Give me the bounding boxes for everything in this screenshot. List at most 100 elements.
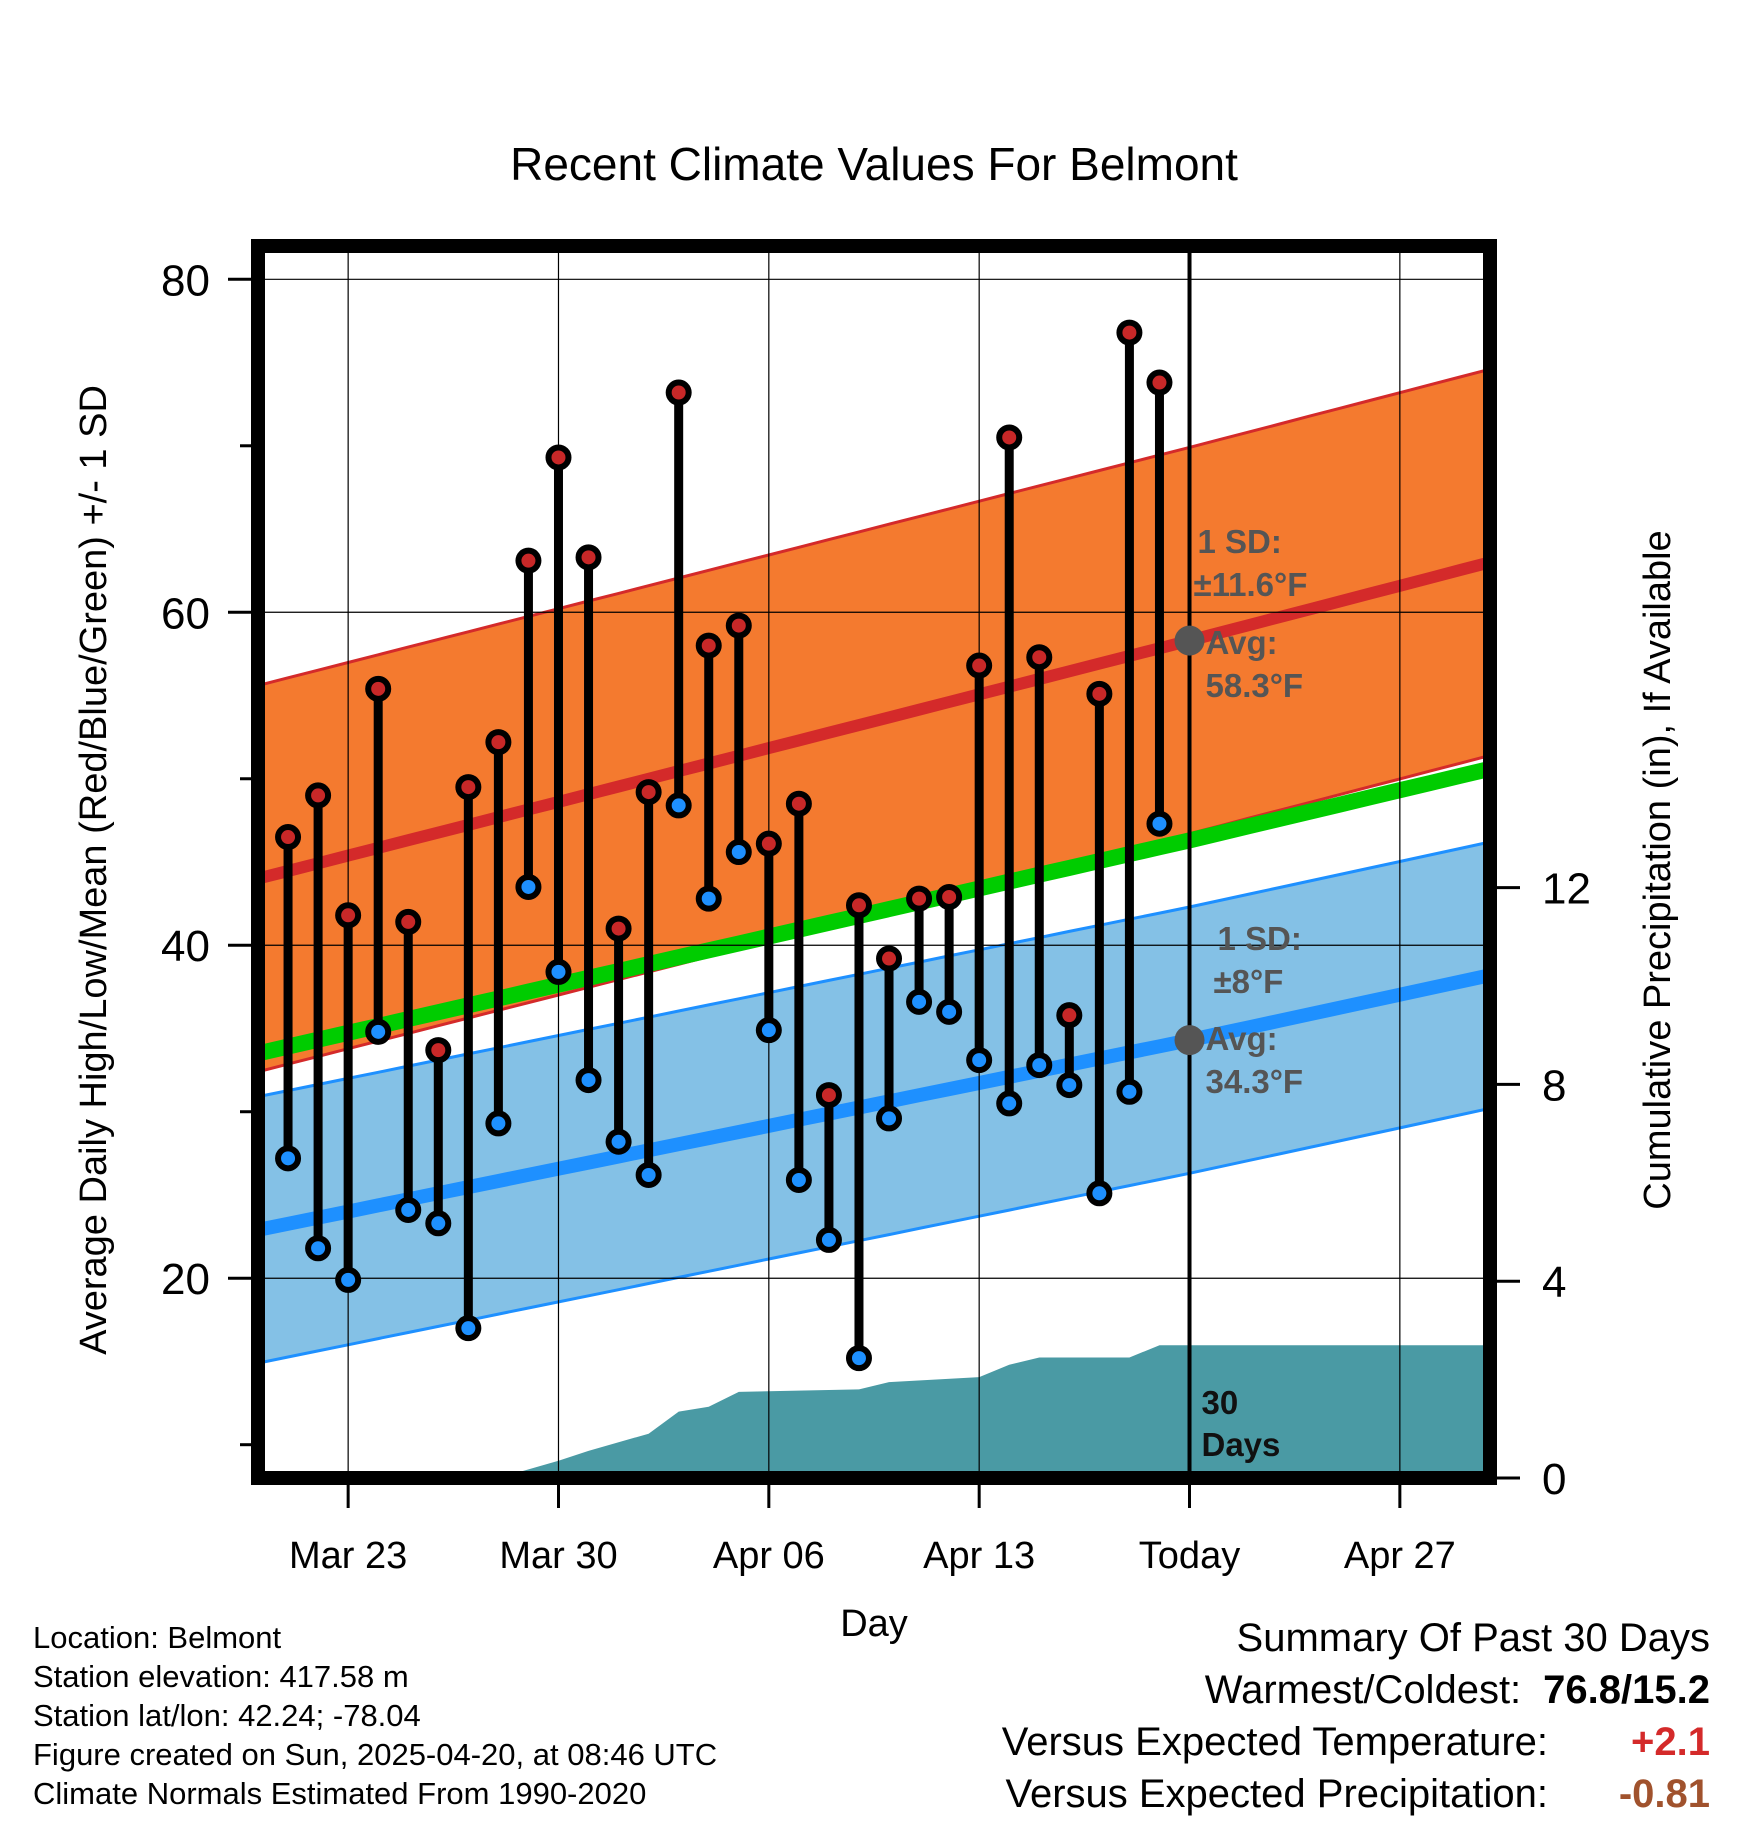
station-info: Location: Belmont Station elevation: 417… — [33, 1618, 717, 1813]
daily-high-point — [335, 902, 362, 929]
daily-high-point — [515, 547, 542, 574]
daily-low-point — [455, 1315, 482, 1342]
y2-axis-label: Cumulative Precipitation (in), If Availa… — [1637, 530, 1679, 1209]
daily-high-point — [785, 790, 812, 817]
x-tick-label: Apr 06 — [713, 1535, 825, 1577]
daily-high-point — [545, 444, 572, 471]
y-tick-label: 60 — [161, 589, 210, 638]
daily-low-point — [605, 1128, 632, 1155]
summary-warm-cold-row: Warmest/Coldest: 76.8/15.2 — [1002, 1664, 1710, 1716]
summary-title: Summary Of Past 30 Days — [1236, 1616, 1710, 1660]
temp-label: Versus Expected Temperature: — [1001, 1720, 1548, 1764]
daily-high-point — [1026, 644, 1053, 671]
daily-low-point — [365, 1018, 392, 1045]
normal-high-line — [258, 556, 1490, 885]
plot-area: 1 SD: ±11.6°F Avg: 58.3°F 1 SD: ±8°F Avg: 34.3°… — [161, 239, 1591, 1577]
daily-low-point — [906, 988, 933, 1015]
days-label-text: Days — [1202, 1426, 1281, 1463]
daily-low-point — [996, 1090, 1023, 1117]
precip-area — [258, 1345, 1490, 1478]
daily-high-point — [665, 379, 692, 406]
y-tick-label: 80 — [161, 256, 210, 305]
daily-low-point — [665, 792, 692, 819]
daily-low-point — [635, 1161, 662, 1188]
high-avg-value: 58.3°F — [1206, 667, 1304, 704]
created-text: Figure created on Sun, 2025-04-20, at 08… — [33, 1737, 718, 1772]
daily-high-point — [1116, 319, 1143, 346]
today-low-avg-point — [1174, 1025, 1205, 1056]
plot-content: 1 SD: ±11.6°F Avg: 58.3°F 1 SD: ±8°F Avg: 34.3°… — [258, 246, 1490, 1478]
warm-cold-value: 76.8/15.2 — [1543, 1668, 1710, 1712]
summary-temp-row: Versus Expected Temperature: +2.1 — [1002, 1716, 1710, 1768]
today-high-avg-point — [1174, 625, 1205, 656]
y-tick-label: 20 — [161, 1255, 210, 1304]
daily-low-point — [966, 1047, 993, 1074]
low-sd-label: 1 SD: — [1218, 920, 1302, 957]
daily-low-point — [725, 839, 752, 866]
x-tick-label: Mar 23 — [289, 1535, 407, 1577]
latlon-text: Station lat/lon: 42.24; -78.04 — [33, 1698, 421, 1733]
daily-low-point — [695, 885, 722, 912]
daily-low-point — [876, 1105, 903, 1132]
daily-high-point — [635, 779, 662, 806]
precip-label: Versus Expected Precipitation: — [1005, 1772, 1548, 1816]
high-sd-label: 1 SD: — [1198, 523, 1282, 560]
daily-high-point — [876, 945, 903, 972]
daily-high-point — [1056, 1002, 1083, 1029]
x-tick-label: Apr 13 — [923, 1535, 1035, 1577]
daily-low-point — [1026, 1052, 1053, 1079]
x-tick-label: Mar 30 — [499, 1535, 617, 1577]
x-axis-label: Day — [840, 1603, 908, 1645]
y2-tick-label: 0 — [1542, 1455, 1566, 1504]
daily-low-point — [785, 1166, 812, 1193]
elevation-text: Station elevation: 417.58 m — [33, 1659, 409, 1694]
plot-frame — [251, 239, 1497, 1485]
daily-low-point — [815, 1226, 842, 1253]
summary-panel: Summary Of Past 30 Days Warmest/Coldest:… — [1002, 1612, 1710, 1820]
daily-low-point — [335, 1266, 362, 1293]
high-sd-band-upper-edge — [258, 367, 1490, 687]
days-label-number: 30 — [1202, 1384, 1239, 1421]
chart-title: Recent Climate Values For Belmont — [510, 138, 1238, 190]
daily-high-point — [966, 652, 993, 679]
daily-high-point — [755, 830, 782, 857]
daily-low-point — [425, 1210, 452, 1237]
daily-high-point — [455, 774, 482, 801]
daily-low-point — [305, 1235, 332, 1262]
daily-high-point — [906, 885, 933, 912]
daily-high-point — [605, 915, 632, 942]
y-axis-label: Average Daily High/Low/Mean (Red/Blue/Gr… — [73, 385, 115, 1355]
daily-low-point — [485, 1110, 512, 1137]
daily-high-point — [575, 544, 602, 571]
normal-low-line — [258, 968, 1490, 1237]
daily-high-point — [725, 612, 752, 639]
daily-high-point — [305, 782, 332, 809]
temp-value: +2.1 — [1631, 1720, 1710, 1764]
y2-tick-label: 4 — [1542, 1258, 1566, 1307]
y-tick-label: 40 — [161, 922, 210, 971]
daily-low-point — [575, 1067, 602, 1094]
daily-low-point — [936, 998, 963, 1025]
warm-cold-label: Warmest/Coldest: — [1204, 1668, 1522, 1712]
daily-low-point — [515, 873, 542, 900]
normals-text: Climate Normals Estimated From 1990-2020 — [33, 1776, 647, 1811]
y2-tick-label: 12 — [1542, 865, 1591, 914]
y2-tick-label: 8 — [1542, 1061, 1566, 1110]
daily-high-point — [996, 424, 1023, 451]
daily-low-point — [845, 1345, 872, 1372]
precip-value: -0.81 — [1618, 1772, 1710, 1816]
x-tick-label: Today — [1139, 1535, 1240, 1577]
high-avg-label: Avg: — [1206, 624, 1278, 661]
daily-high-point — [695, 632, 722, 659]
location-text: Location: Belmont — [33, 1620, 282, 1655]
daily-low-point — [1086, 1180, 1113, 1207]
daily-high-point — [815, 1082, 842, 1109]
daily-high-point — [1146, 369, 1173, 396]
daily-low-point — [755, 1017, 782, 1044]
daily-low-point — [1056, 1072, 1083, 1099]
daily-high-point — [395, 908, 422, 935]
daily-high-point — [365, 675, 392, 702]
daily-low-point — [1116, 1078, 1143, 1105]
daily-low-point — [1146, 810, 1173, 837]
